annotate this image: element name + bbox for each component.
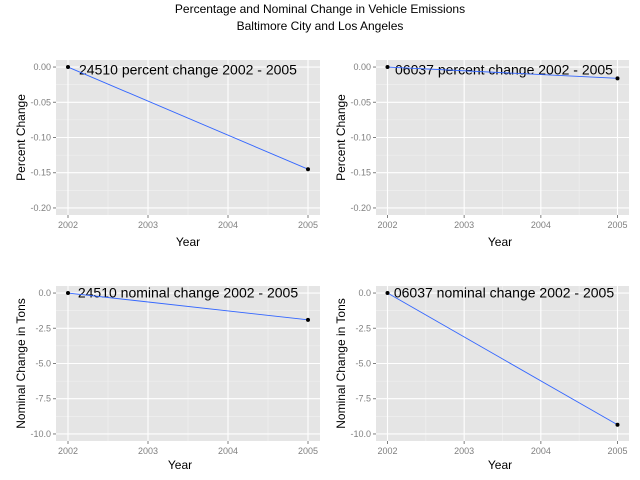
- y-tick-label: -0.05: [30, 97, 51, 107]
- data-point: [385, 65, 390, 70]
- y-tick-label: -2.5: [355, 323, 371, 333]
- series-line: [67, 292, 309, 321]
- figure-subtitle: Baltimore City and Los Angeles: [236, 19, 404, 33]
- chart-panel-1: 2002 2003 2004 2005 0.00 -0.05 -0.10 -0.15 -0.20…: [14, 60, 320, 249]
- panel-title: 06037 percent change 2002 - 2005: [395, 61, 613, 77]
- x-tick-label: 2003: [454, 446, 474, 456]
- y-tick-label: -0.10: [350, 133, 371, 143]
- x-tick-label: 2002: [377, 220, 397, 230]
- x-axis-label: Year: [488, 458, 512, 472]
- x-axis-label: Year: [168, 458, 192, 472]
- y-tick-label: -10.0: [30, 429, 51, 439]
- x-tick-label: 2003: [138, 446, 158, 456]
- x-tick-label: 2004: [531, 220, 551, 230]
- x-axis-label: Year: [488, 235, 512, 249]
- y-tick-label: 0.0: [358, 288, 371, 298]
- data-point: [306, 317, 310, 322]
- x-tick-label: 2002: [58, 446, 78, 456]
- panel-title: 24510 nominal change 2002 - 2005: [78, 284, 299, 300]
- x-tick-label: 2005: [298, 446, 318, 456]
- series-line: [387, 292, 618, 426]
- figure-title: Percentage and Nominal Change in Vehicle…: [174, 2, 466, 16]
- y-tick-label: -2.5: [35, 323, 51, 333]
- y-tick-label: -0.05: [350, 97, 371, 107]
- x-tick-label: 2003: [138, 220, 158, 230]
- series-line: [387, 66, 618, 79]
- chart-panel-2: 2002 2003 2004 2005 0.00 -0.05 -0.10 -0.15 -0.20…: [334, 60, 629, 249]
- x-tick-label: 2005: [607, 220, 627, 230]
- chart-panel-4: 2002 2003 2004 2005 0.0 -2.5 -5.0 -7.5 -10.0 0603…: [334, 284, 629, 472]
- panel-title: 24510 percent change 2002 - 2005: [79, 61, 297, 77]
- data-point: [615, 76, 620, 81]
- y-tick-label: 0.0: [38, 288, 51, 298]
- data-point: [615, 422, 620, 427]
- chart-panel-3: 2002 2003 2004 2005 0.0 -2.5 -5.0 -7.5 -10.0 2451…: [14, 284, 320, 472]
- data-point: [66, 291, 70, 296]
- y-axis-label: Nominal Change in Tons: [334, 298, 348, 429]
- y-tick-label: -0.20: [350, 203, 371, 213]
- y-tick-label: -7.5: [35, 394, 51, 404]
- x-tick-label: 2004: [218, 446, 238, 456]
- panel-title: 06037 nominal change 2002 - 2005: [394, 284, 615, 300]
- y-axis-label: Nominal Change in Tons: [14, 298, 28, 429]
- x-tick-label: 2002: [377, 446, 397, 456]
- x-tick-label: 2005: [298, 220, 318, 230]
- data-point: [385, 291, 390, 296]
- data-point: [306, 167, 310, 172]
- x-tick-label: 2002: [58, 220, 78, 230]
- x-tick-label: 2004: [531, 446, 551, 456]
- y-tick-label: -0.15: [30, 168, 51, 178]
- y-tick-label: -0.20: [30, 203, 51, 213]
- y-tick-label: 0.00: [353, 62, 371, 72]
- y-tick-label: -0.15: [350, 168, 371, 178]
- x-tick-label: 2003: [454, 220, 474, 230]
- y-tick-label: -10.0: [350, 429, 371, 439]
- data-point: [66, 65, 70, 70]
- y-axis-label: Percent Change: [14, 94, 28, 181]
- y-tick-label: 0.00: [33, 62, 51, 72]
- y-axis-label: Percent Change: [334, 94, 348, 181]
- x-tick-label: 2004: [218, 220, 238, 230]
- series-line: [67, 66, 309, 170]
- x-axis-label: Year: [176, 235, 200, 249]
- y-tick-label: -7.5: [355, 394, 371, 404]
- y-tick-label: -0.10: [30, 133, 51, 143]
- x-tick-label: 2005: [607, 446, 627, 456]
- y-tick-label: -5.0: [35, 359, 51, 369]
- y-tick-label: -5.0: [355, 359, 371, 369]
